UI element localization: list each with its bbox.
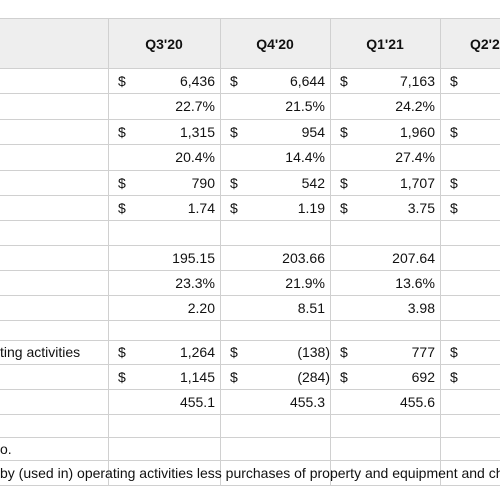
cell-value: 20.4% <box>175 149 215 165</box>
currency-symbol: $ <box>450 123 458 140</box>
cell-value: 7,163 <box>399 72 435 89</box>
cell-value: 21.5% <box>285 98 325 114</box>
column-border <box>108 18 109 485</box>
row-border <box>0 220 500 221</box>
cell-value: 27.4% <box>395 149 435 165</box>
cell-value: 777 <box>411 344 435 360</box>
currency-symbol: $ <box>230 199 238 216</box>
cell-value: 203.66 <box>282 249 325 266</box>
cell-value: 6,644 <box>289 72 325 89</box>
currency-symbol: $ <box>450 368 458 385</box>
row-label: o. <box>0 440 12 457</box>
row-border <box>0 340 500 341</box>
column-header: Q3'20 <box>145 36 183 52</box>
cell-value: 1,264 <box>179 344 215 360</box>
row-border <box>0 437 500 438</box>
row-border <box>0 18 500 19</box>
row-border <box>0 119 500 120</box>
currency-symbol: $ <box>118 199 126 216</box>
currency-symbol: $ <box>340 72 348 89</box>
currency-symbol: $ <box>230 174 238 191</box>
currency-symbol: $ <box>230 368 238 385</box>
currency-symbol: $ <box>450 174 458 191</box>
cell-value: 954 <box>301 123 325 140</box>
currency-symbol: $ <box>118 344 126 360</box>
currency-symbol: $ <box>450 344 458 360</box>
row-border <box>0 320 500 321</box>
currency-symbol: $ <box>230 344 238 360</box>
cell-value: 13.6% <box>395 274 435 291</box>
currency-symbol: $ <box>118 368 126 385</box>
cell-value: 1,315 <box>179 123 215 140</box>
row-border <box>0 460 500 461</box>
cell-value: 455.6 <box>399 393 435 410</box>
cell-value: 195.15 <box>172 249 215 266</box>
currency-symbol: $ <box>340 344 348 360</box>
cell-value: 1,707 <box>399 174 435 191</box>
header-background <box>0 18 500 68</box>
cell-value: 542 <box>301 174 325 191</box>
row-border <box>0 389 500 390</box>
currency-symbol: $ <box>340 368 348 385</box>
row-border <box>0 485 500 486</box>
row-border <box>0 414 500 415</box>
column-header: Q4'20 <box>256 36 294 52</box>
currency-symbol: $ <box>340 123 348 140</box>
cell-value: (284) <box>297 368 330 385</box>
column-border <box>330 18 331 485</box>
cell-value: 23.3% <box>175 274 215 291</box>
cell-value: 14.4% <box>285 149 325 165</box>
column-header: Q1'21 <box>366 36 404 52</box>
currency-symbol: $ <box>230 123 238 140</box>
currency-symbol: $ <box>450 199 458 216</box>
row-border <box>0 144 500 145</box>
cell-value: 1.19 <box>297 199 325 216</box>
cell-value: 1,960 <box>399 123 435 140</box>
cell-value: 790 <box>191 174 215 191</box>
cell-value: 455.1 <box>179 393 215 410</box>
cell-value: 455.3 <box>289 393 325 410</box>
row-border <box>0 270 500 271</box>
cell-value: 22.7% <box>175 98 215 114</box>
currency-symbol: $ <box>118 123 126 140</box>
column-header: Q2'2 <box>470 36 500 52</box>
cell-value: 24.2% <box>395 98 435 114</box>
column-border <box>440 18 441 485</box>
column-border <box>220 18 221 485</box>
cell-value: 6,436 <box>179 72 215 89</box>
cell-value: 1,145 <box>179 368 215 385</box>
row-border <box>0 295 500 296</box>
row-label: by (used in) operating activities less p… <box>0 464 500 481</box>
row-border <box>0 170 500 171</box>
cell-value: 207.64 <box>392 249 435 266</box>
row-border <box>0 195 500 196</box>
cell-value: 3.98 <box>407 299 435 316</box>
cell-value: 692 <box>411 368 435 385</box>
cell-value: 8.51 <box>297 299 325 316</box>
row-border <box>0 68 500 69</box>
cell-value: 3.75 <box>407 199 435 216</box>
row-border <box>0 245 500 246</box>
currency-symbol: $ <box>118 174 126 191</box>
currency-symbol: $ <box>230 72 238 89</box>
cell-value: 2.20 <box>187 299 215 316</box>
currency-symbol: $ <box>118 72 126 89</box>
currency-symbol: $ <box>450 72 458 89</box>
cell-value: (138) <box>297 344 330 360</box>
currency-symbol: $ <box>340 199 348 216</box>
row-border <box>0 93 500 94</box>
row-border <box>0 364 500 365</box>
row-label: ting activities <box>0 344 81 360</box>
cell-value: 21.9% <box>285 274 325 291</box>
cell-value: 1.74 <box>187 199 215 216</box>
currency-symbol: $ <box>340 174 348 191</box>
